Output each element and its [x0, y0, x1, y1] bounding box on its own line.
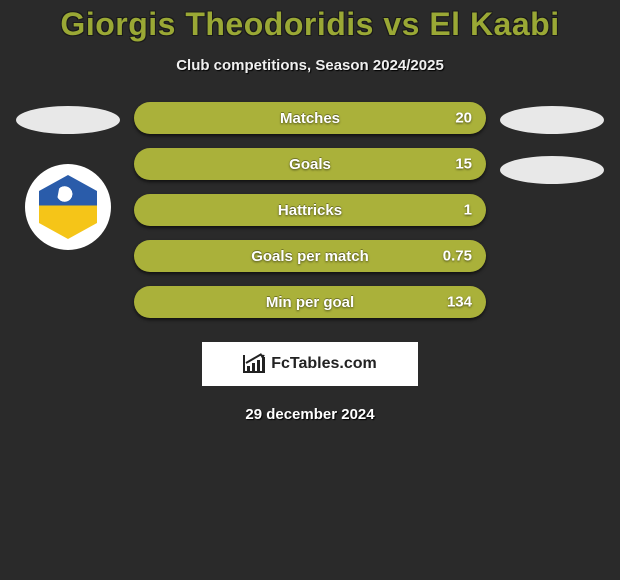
- stat-label: Goals per match: [251, 248, 369, 265]
- right-player-col: [492, 102, 612, 318]
- club-shield-icon: [39, 175, 97, 239]
- player-photo-placeholder-right-2: [500, 156, 604, 184]
- stat-right-value: 20: [455, 110, 472, 127]
- player-photo-placeholder-left: [16, 106, 120, 134]
- stat-right-value: 0.75: [443, 248, 472, 265]
- club-badge-left: [25, 164, 111, 250]
- stat-bar: Matches 20: [134, 102, 486, 134]
- date-label: 29 december 2024: [0, 406, 620, 423]
- player-photo-placeholder-right-1: [500, 106, 604, 134]
- stat-label: Matches: [280, 110, 340, 127]
- stat-bar: Goals per match 0.75: [134, 240, 486, 272]
- stat-label: Min per goal: [266, 294, 354, 311]
- comparison-card: Giorgis Theodoridis vs El Kaabi Club com…: [0, 0, 620, 423]
- stat-right-value: 15: [455, 156, 472, 173]
- left-player-col: [8, 102, 128, 318]
- stat-label: Hattricks: [278, 202, 342, 219]
- subtitle: Club competitions, Season 2024/2025: [0, 57, 620, 74]
- brand-logo[interactable]: FcTables.com: [202, 342, 418, 386]
- stat-label: Goals: [289, 156, 331, 173]
- stat-bar: Hattricks 1: [134, 194, 486, 226]
- stat-right-value: 134: [447, 294, 472, 311]
- stat-bar: Goals 15: [134, 148, 486, 180]
- stat-bar: Min per goal 134: [134, 286, 486, 318]
- chart-icon: [243, 355, 265, 373]
- stat-right-value: 1: [464, 202, 472, 219]
- page-title: Giorgis Theodoridis vs El Kaabi: [0, 6, 620, 43]
- brand-text: FcTables.com: [271, 355, 377, 373]
- stats-bars: Matches 20 Goals 15 Hattricks 1 Goals pe…: [128, 102, 492, 318]
- main-content: Matches 20 Goals 15 Hattricks 1 Goals pe…: [0, 102, 620, 318]
